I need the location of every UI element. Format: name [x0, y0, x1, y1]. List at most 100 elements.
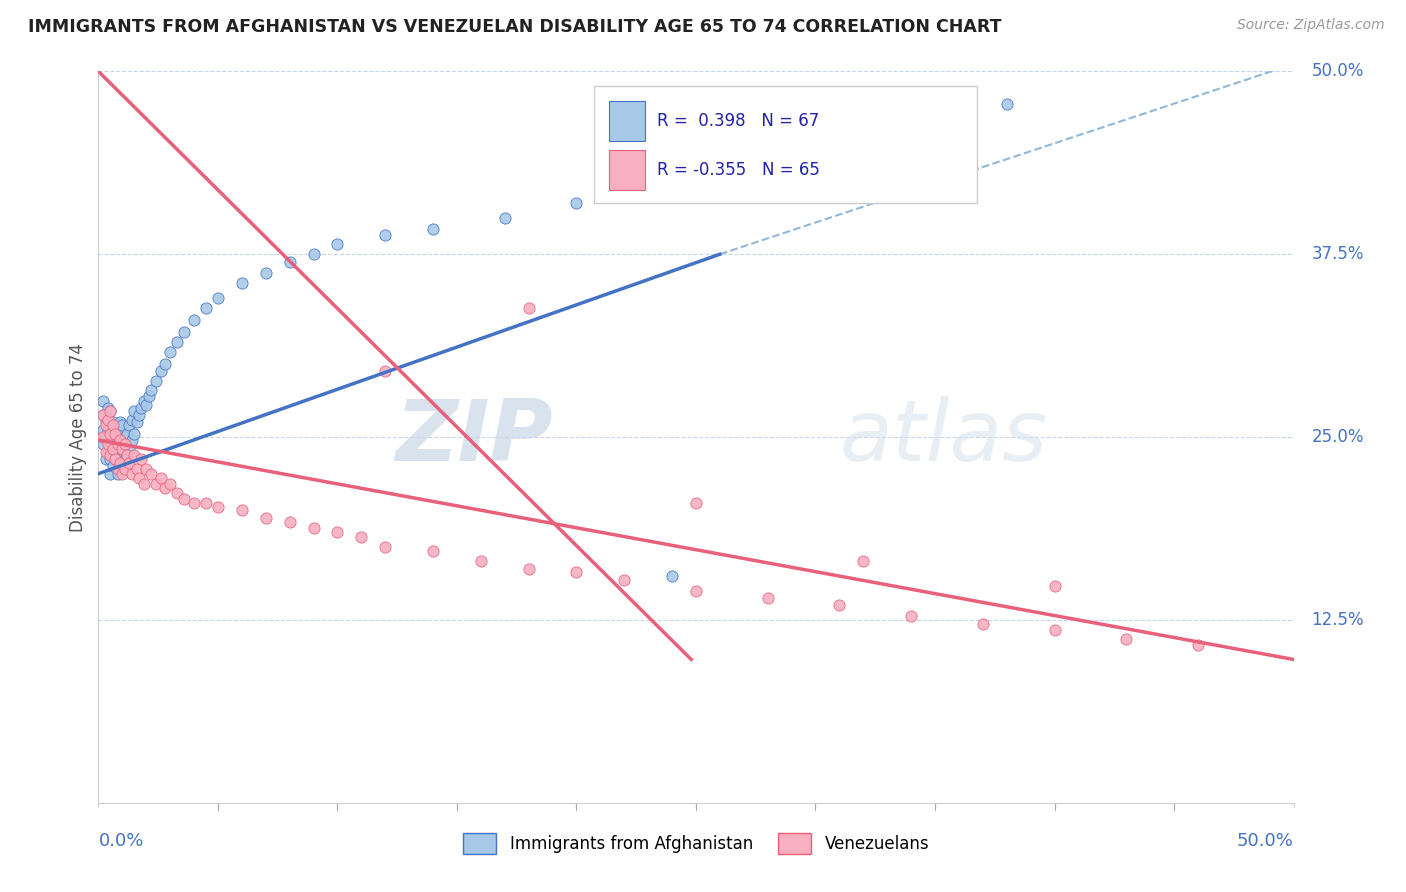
- Point: [685, 496, 707, 510]
- Point: [101, 437, 124, 451]
- Point: [254, 510, 277, 524]
- Point: [91, 437, 114, 451]
- Point: [121, 467, 143, 481]
- Point: [97, 412, 120, 426]
- Point: [517, 562, 540, 576]
- Point: [91, 393, 114, 408]
- Point: [302, 521, 325, 535]
- Point: [111, 418, 134, 433]
- Text: 50.0%: 50.0%: [1312, 62, 1364, 80]
- Point: [98, 418, 122, 433]
- Point: [302, 247, 325, 261]
- Point: [231, 503, 253, 517]
- Point: [613, 574, 636, 588]
- Text: IMMIGRANTS FROM AFGHANISTAN VS VENEZUELAN DISABILITY AGE 65 TO 74 CORRELATION CH: IMMIGRANTS FROM AFGHANISTAN VS VENEZUELA…: [28, 18, 1001, 36]
- Point: [350, 530, 373, 544]
- Point: [124, 403, 146, 417]
- Point: [118, 442, 141, 456]
- Text: atlas: atlas: [839, 395, 1047, 479]
- Point: [135, 398, 157, 412]
- Point: [118, 418, 141, 433]
- Point: [108, 416, 131, 430]
- Point: [231, 277, 253, 291]
- Point: [97, 437, 120, 451]
- Point: [149, 471, 172, 485]
- Point: [183, 313, 205, 327]
- Point: [685, 583, 707, 598]
- Text: R =  0.398   N = 67: R = 0.398 N = 67: [657, 112, 818, 130]
- Point: [118, 457, 141, 471]
- Text: Source: ZipAtlas.com: Source: ZipAtlas.com: [1237, 18, 1385, 32]
- Point: [114, 437, 136, 451]
- Point: [128, 471, 150, 485]
- Point: [1043, 579, 1066, 593]
- Point: [107, 444, 129, 458]
- Point: [124, 448, 146, 462]
- Point: [326, 525, 349, 540]
- Point: [145, 375, 167, 389]
- Point: [125, 462, 148, 476]
- Point: [97, 423, 120, 437]
- Point: [91, 408, 114, 422]
- Point: [145, 476, 167, 491]
- Point: [121, 412, 143, 426]
- Point: [278, 254, 301, 268]
- Point: [155, 481, 177, 495]
- Point: [155, 357, 177, 371]
- Point: [149, 364, 172, 378]
- Point: [114, 430, 136, 444]
- Point: [107, 462, 129, 476]
- Point: [166, 334, 188, 349]
- Point: [422, 222, 444, 236]
- Text: R = -0.355   N = 65: R = -0.355 N = 65: [657, 161, 820, 179]
- Point: [114, 452, 136, 467]
- Point: [254, 266, 277, 280]
- Point: [101, 459, 124, 474]
- Point: [121, 433, 143, 447]
- Point: [108, 457, 131, 471]
- Point: [661, 569, 683, 583]
- Bar: [609, 150, 644, 190]
- Point: [111, 462, 134, 476]
- Point: [98, 403, 122, 417]
- Point: [104, 452, 127, 467]
- Point: [183, 496, 205, 510]
- Point: [131, 452, 153, 467]
- Point: [98, 437, 122, 451]
- Point: [91, 408, 114, 422]
- Point: [159, 476, 181, 491]
- Point: [207, 291, 229, 305]
- Point: [900, 608, 922, 623]
- Point: [97, 401, 120, 415]
- Point: [107, 423, 129, 437]
- Point: [94, 444, 117, 458]
- Point: [108, 433, 131, 447]
- Point: [195, 301, 218, 316]
- Point: [374, 228, 396, 243]
- Point: [115, 448, 138, 462]
- Point: [107, 437, 129, 451]
- Point: [111, 442, 134, 456]
- Point: [107, 467, 129, 481]
- Point: [108, 459, 131, 474]
- Point: [94, 452, 117, 467]
- Text: 0.0%: 0.0%: [98, 832, 143, 850]
- Point: [173, 491, 195, 506]
- Point: [326, 237, 349, 252]
- Point: [132, 476, 155, 491]
- Point: [995, 96, 1018, 111]
- Point: [374, 364, 396, 378]
- Point: [517, 301, 540, 316]
- Point: [104, 427, 127, 442]
- Point: [709, 174, 731, 188]
- Point: [98, 403, 122, 417]
- Point: [124, 427, 146, 442]
- Text: 25.0%: 25.0%: [1312, 428, 1364, 446]
- Point: [278, 515, 301, 529]
- Text: 37.5%: 37.5%: [1312, 245, 1364, 263]
- Point: [98, 452, 122, 467]
- Point: [128, 408, 150, 422]
- Point: [138, 389, 160, 403]
- Point: [132, 393, 155, 408]
- Point: [91, 423, 114, 437]
